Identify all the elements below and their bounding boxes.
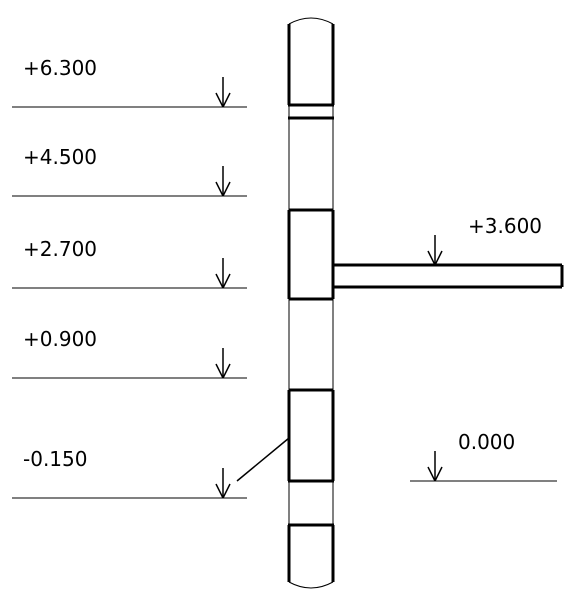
elevation-label: +3.600 bbox=[468, 214, 542, 238]
elevation-label: -0.150 bbox=[23, 447, 87, 471]
elevation-label: 0.000 bbox=[458, 430, 515, 454]
elevation-diagram bbox=[0, 0, 582, 599]
elevation-label: +4.500 bbox=[23, 145, 97, 169]
elevation-label: +2.700 bbox=[23, 237, 97, 261]
elevation-label: +0.900 bbox=[23, 327, 97, 351]
elevation-label: +6.300 bbox=[23, 56, 97, 80]
